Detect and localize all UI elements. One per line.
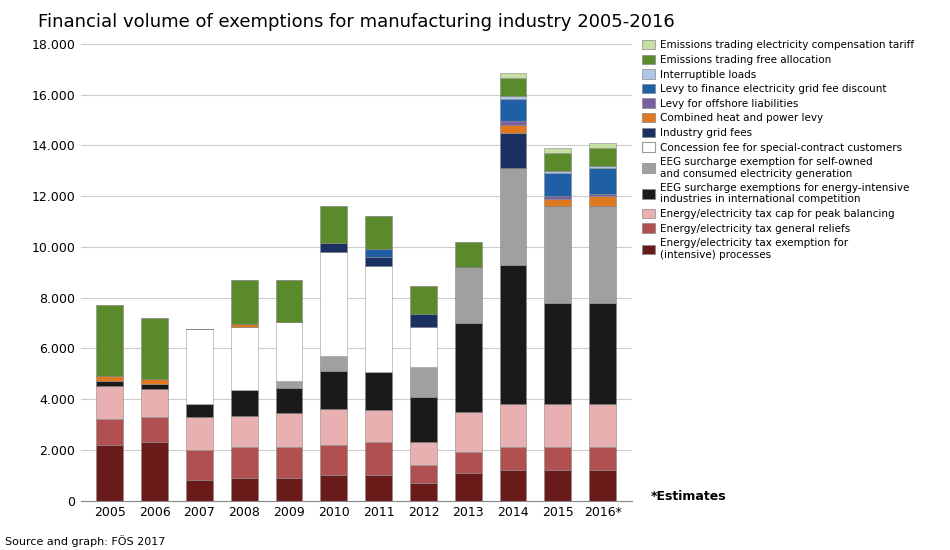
Bar <box>500 78 526 96</box>
Bar <box>231 280 257 324</box>
Bar <box>276 477 302 500</box>
Bar <box>276 447 302 477</box>
Bar <box>365 250 392 257</box>
Bar <box>320 206 348 243</box>
Bar <box>500 133 526 168</box>
Bar <box>97 445 124 501</box>
Bar <box>97 386 124 419</box>
Bar <box>455 472 482 500</box>
Bar <box>544 173 571 196</box>
Bar <box>142 442 168 501</box>
Bar <box>544 171 571 173</box>
Bar <box>544 404 571 447</box>
Bar <box>97 419 124 445</box>
Text: *Estimates: *Estimates <box>651 491 727 503</box>
Bar <box>500 122 526 125</box>
Bar <box>544 447 571 470</box>
Title: Financial volume of exemptions for manufacturing industry 2005-2016: Financial volume of exemptions for manuf… <box>38 13 674 31</box>
Bar <box>231 390 257 416</box>
Bar <box>186 404 213 417</box>
Bar <box>589 168 616 194</box>
Bar <box>500 168 526 265</box>
Bar <box>589 166 616 168</box>
Bar <box>142 384 168 389</box>
Bar <box>142 379 168 384</box>
Legend: Emissions trading electricity compensation tariff, Emissions trading free alloca: Emissions trading electricity compensati… <box>642 40 914 260</box>
Bar <box>410 367 437 397</box>
Bar <box>410 286 437 314</box>
Bar <box>276 388 302 413</box>
Bar <box>320 371 348 409</box>
Bar <box>142 318 168 379</box>
Bar <box>410 465 437 483</box>
Bar <box>410 483 437 500</box>
Bar <box>544 148 571 153</box>
Bar <box>455 267 482 323</box>
Bar <box>186 417 213 450</box>
Bar <box>410 397 437 442</box>
Bar <box>544 153 571 171</box>
Bar <box>544 470 571 500</box>
Bar <box>500 470 526 500</box>
Bar <box>500 265 526 404</box>
Bar <box>500 98 526 122</box>
Bar <box>276 322 302 381</box>
Bar <box>589 470 616 500</box>
Bar <box>231 324 257 327</box>
Bar <box>544 302 571 404</box>
Bar <box>320 252 348 356</box>
Bar <box>544 206 571 302</box>
Text: Source and graph: FÖS 2017: Source and graph: FÖS 2017 <box>5 535 165 547</box>
Bar <box>589 196 616 206</box>
Bar <box>455 452 482 472</box>
Bar <box>231 477 257 500</box>
Bar <box>589 143 616 148</box>
Bar <box>186 480 213 500</box>
Bar <box>500 73 526 78</box>
Bar <box>276 280 302 322</box>
Bar <box>276 413 302 447</box>
Bar <box>500 96 526 98</box>
Bar <box>276 381 302 388</box>
Bar <box>186 329 213 404</box>
Bar <box>455 242 482 267</box>
Bar <box>589 148 616 166</box>
Bar <box>544 199 571 206</box>
Bar <box>365 475 392 500</box>
Bar <box>589 206 616 302</box>
Bar <box>410 442 437 465</box>
Bar <box>186 450 213 480</box>
Bar <box>97 376 124 381</box>
Bar <box>589 447 616 470</box>
Bar <box>365 410 392 442</box>
Bar <box>455 323 482 412</box>
Bar <box>142 389 168 417</box>
Bar <box>365 217 392 250</box>
Bar <box>500 447 526 470</box>
Bar <box>455 412 482 452</box>
Bar <box>589 194 616 196</box>
Bar <box>320 409 348 445</box>
Bar <box>320 445 348 475</box>
Bar <box>500 404 526 447</box>
Bar <box>97 305 124 376</box>
Bar <box>365 266 392 372</box>
Bar <box>500 125 526 133</box>
Bar <box>231 447 257 477</box>
Bar <box>410 314 437 327</box>
Bar <box>320 356 348 371</box>
Bar <box>231 327 257 390</box>
Bar <box>320 475 348 500</box>
Bar <box>589 302 616 404</box>
Bar <box>231 416 257 447</box>
Bar <box>589 404 616 447</box>
Bar <box>142 417 168 442</box>
Bar <box>365 442 392 475</box>
Bar <box>365 372 392 410</box>
Bar <box>320 243 348 252</box>
Bar <box>365 257 392 266</box>
Bar <box>97 381 124 386</box>
Bar <box>544 196 571 199</box>
Bar <box>410 327 437 367</box>
